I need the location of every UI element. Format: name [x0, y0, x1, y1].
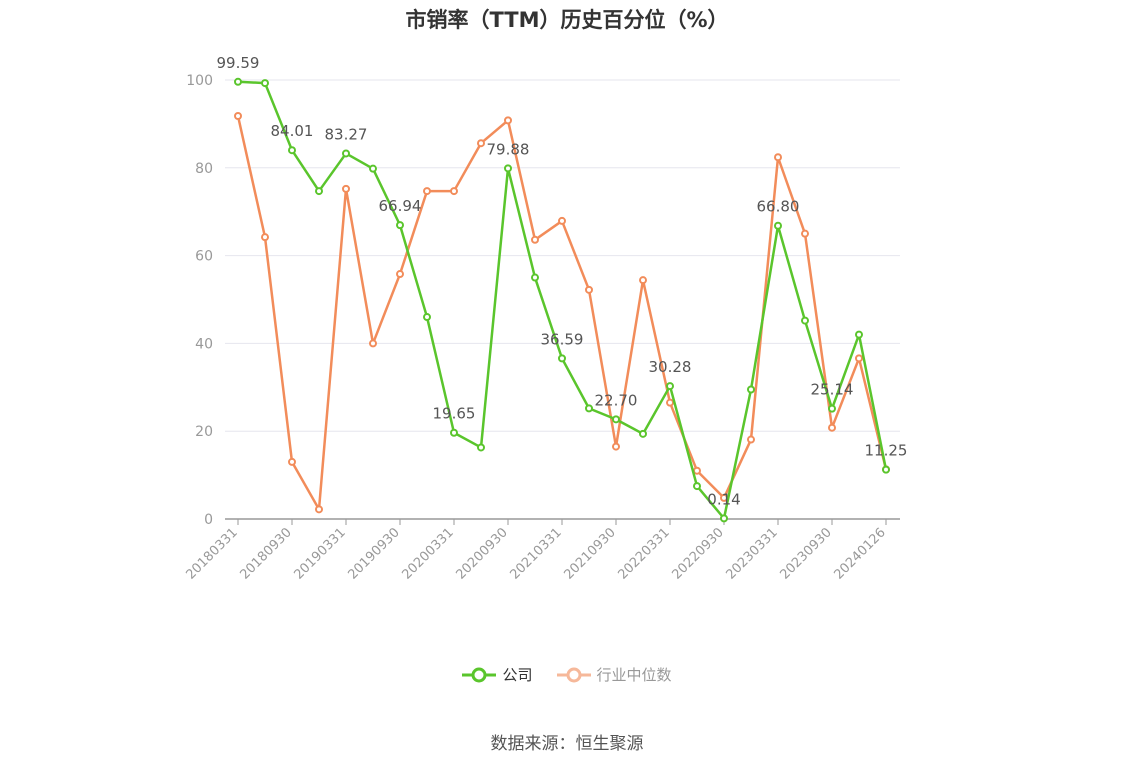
x-tick-label: 20190930 — [345, 525, 402, 582]
company-point — [234, 77, 242, 86]
industry-median-point — [747, 435, 755, 444]
industry-median-point — [693, 466, 701, 475]
x-tick-label: 20230331 — [723, 525, 780, 582]
x-tick-label: 20190331 — [291, 525, 348, 582]
company-point — [774, 221, 782, 230]
industry-median-point — [423, 187, 431, 196]
industry-median-point — [558, 216, 566, 225]
legend-company-label: 公司 — [502, 666, 533, 684]
x-tick-label: 20180930 — [237, 525, 294, 582]
company-point — [558, 354, 566, 363]
company-point — [396, 221, 404, 230]
company-point — [531, 273, 539, 282]
x-tick-label: 20180331 — [183, 525, 240, 582]
x-tick-label: 20240126 — [831, 525, 888, 582]
company-point — [666, 382, 674, 391]
y-tick-label: 0 — [204, 512, 213, 528]
x-tick-label: 20210930 — [561, 525, 618, 582]
company-point — [828, 404, 836, 413]
x-tick-label: 20200930 — [453, 525, 510, 582]
data-label: 25.14 — [811, 381, 854, 399]
legend-item-industry-median[interactable]: 行业中位数 — [556, 664, 672, 685]
industry-median-point — [369, 339, 377, 348]
data-label: 22.70 — [595, 391, 638, 409]
y-tick-label: 80 — [195, 161, 213, 177]
company-point — [693, 482, 701, 491]
industry-median-point — [477, 139, 485, 148]
industry-median-point — [315, 505, 323, 514]
data-label: 79.88 — [487, 140, 530, 158]
x-tick-label: 20200331 — [399, 525, 456, 582]
y-tick-label: 60 — [195, 249, 213, 265]
company-point — [369, 164, 377, 173]
industry-median-point — [774, 153, 782, 162]
legend-industry-median-icon — [556, 667, 591, 682]
legend-industry-median-label: 行业中位数 — [596, 666, 672, 684]
data-label: 84.01 — [271, 122, 314, 140]
company-point — [261, 79, 269, 88]
company-point — [288, 146, 296, 155]
company-point — [801, 316, 809, 325]
company-point — [882, 465, 890, 474]
data-label: 19.65 — [433, 405, 476, 423]
data-labels: 99.59 84.01 83.27 66.94 19.65 79.88 36.59 22.70… — [217, 54, 908, 509]
legend-item-company[interactable]: 公司 — [462, 664, 533, 685]
company-point — [612, 415, 620, 424]
industry-median-line — [236, 115, 888, 511]
industry-median-point — [531, 235, 539, 244]
company-point — [477, 443, 485, 452]
data-label: 11.25 — [865, 442, 908, 460]
company-point — [639, 429, 647, 438]
data-label: 36.59 — [541, 330, 584, 348]
company-point — [585, 404, 593, 413]
data-label: 66.80 — [757, 198, 800, 216]
x-tick-label: 20230930 — [777, 525, 834, 582]
y-tick-label: 100 — [186, 73, 213, 89]
industry-median-point — [288, 457, 296, 466]
data-label: 30.28 — [649, 358, 692, 376]
industry-median-point — [666, 398, 674, 407]
company-point — [342, 149, 350, 158]
y-tick-label: 40 — [195, 336, 213, 352]
industry-median-point — [504, 116, 512, 125]
industry-median-point — [342, 184, 350, 193]
industry-median-point — [261, 233, 269, 242]
industry-median-point — [612, 442, 620, 451]
chart-title: 市销率（TTM）历史百分位（%） — [405, 8, 729, 32]
industry-median-point — [828, 423, 836, 432]
industry-median-point — [855, 354, 863, 363]
company-point — [423, 313, 431, 322]
legend-company-icon — [462, 667, 497, 682]
company-line — [237, 80, 888, 520]
series-lines — [234, 77, 890, 523]
x-tick-label: 20220930 — [669, 525, 726, 582]
x-tick-label: 20210331 — [507, 525, 564, 582]
industry-median-point — [396, 270, 404, 279]
industry-median-point — [450, 187, 458, 196]
company-point — [450, 428, 458, 437]
company-point — [720, 514, 728, 523]
company-point — [315, 187, 323, 196]
data-label: 83.27 — [325, 125, 368, 143]
legend: 公司 行业中位数 — [0, 664, 1134, 685]
data-label: 99.59 — [217, 54, 260, 72]
industry-median-point — [801, 229, 809, 238]
industry-median-point — [639, 276, 647, 285]
company-point — [855, 330, 863, 339]
data-label: 66.94 — [379, 197, 422, 215]
industry-median-point — [720, 493, 728, 502]
x-tick-label: 20220331 — [615, 525, 672, 582]
data-label: 0.14 — [707, 490, 740, 508]
y-tick-label: 20 — [195, 424, 213, 440]
company-point — [747, 385, 755, 394]
industry-median-point — [585, 285, 593, 294]
source-note: 数据来源：恒生聚源 — [490, 734, 644, 754]
industry-median-point — [234, 111, 242, 120]
company-point — [504, 164, 512, 173]
